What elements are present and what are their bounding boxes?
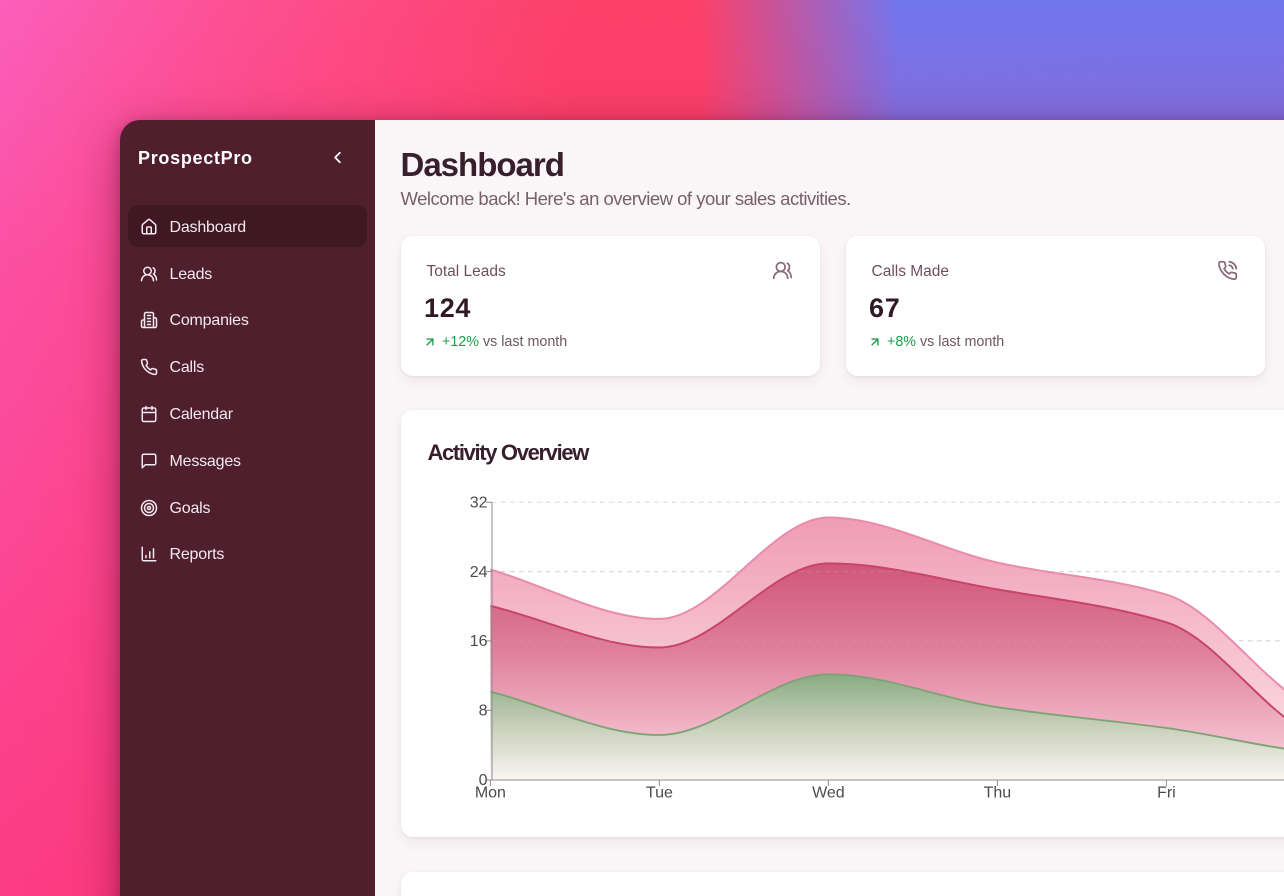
svg-text:16: 16 — [469, 633, 487, 650]
svg-text:Tue: Tue — [645, 784, 672, 801]
svg-text:Fri: Fri — [1157, 784, 1176, 801]
svg-text:0: 0 — [478, 772, 487, 789]
svg-text:24: 24 — [469, 563, 487, 580]
svg-text:Thu: Thu — [983, 784, 1011, 801]
svg-text:32: 32 — [469, 494, 487, 511]
svg-text:8: 8 — [478, 702, 487, 719]
svg-text:Wed: Wed — [812, 784, 845, 801]
svg-text:Mon: Mon — [474, 784, 505, 801]
